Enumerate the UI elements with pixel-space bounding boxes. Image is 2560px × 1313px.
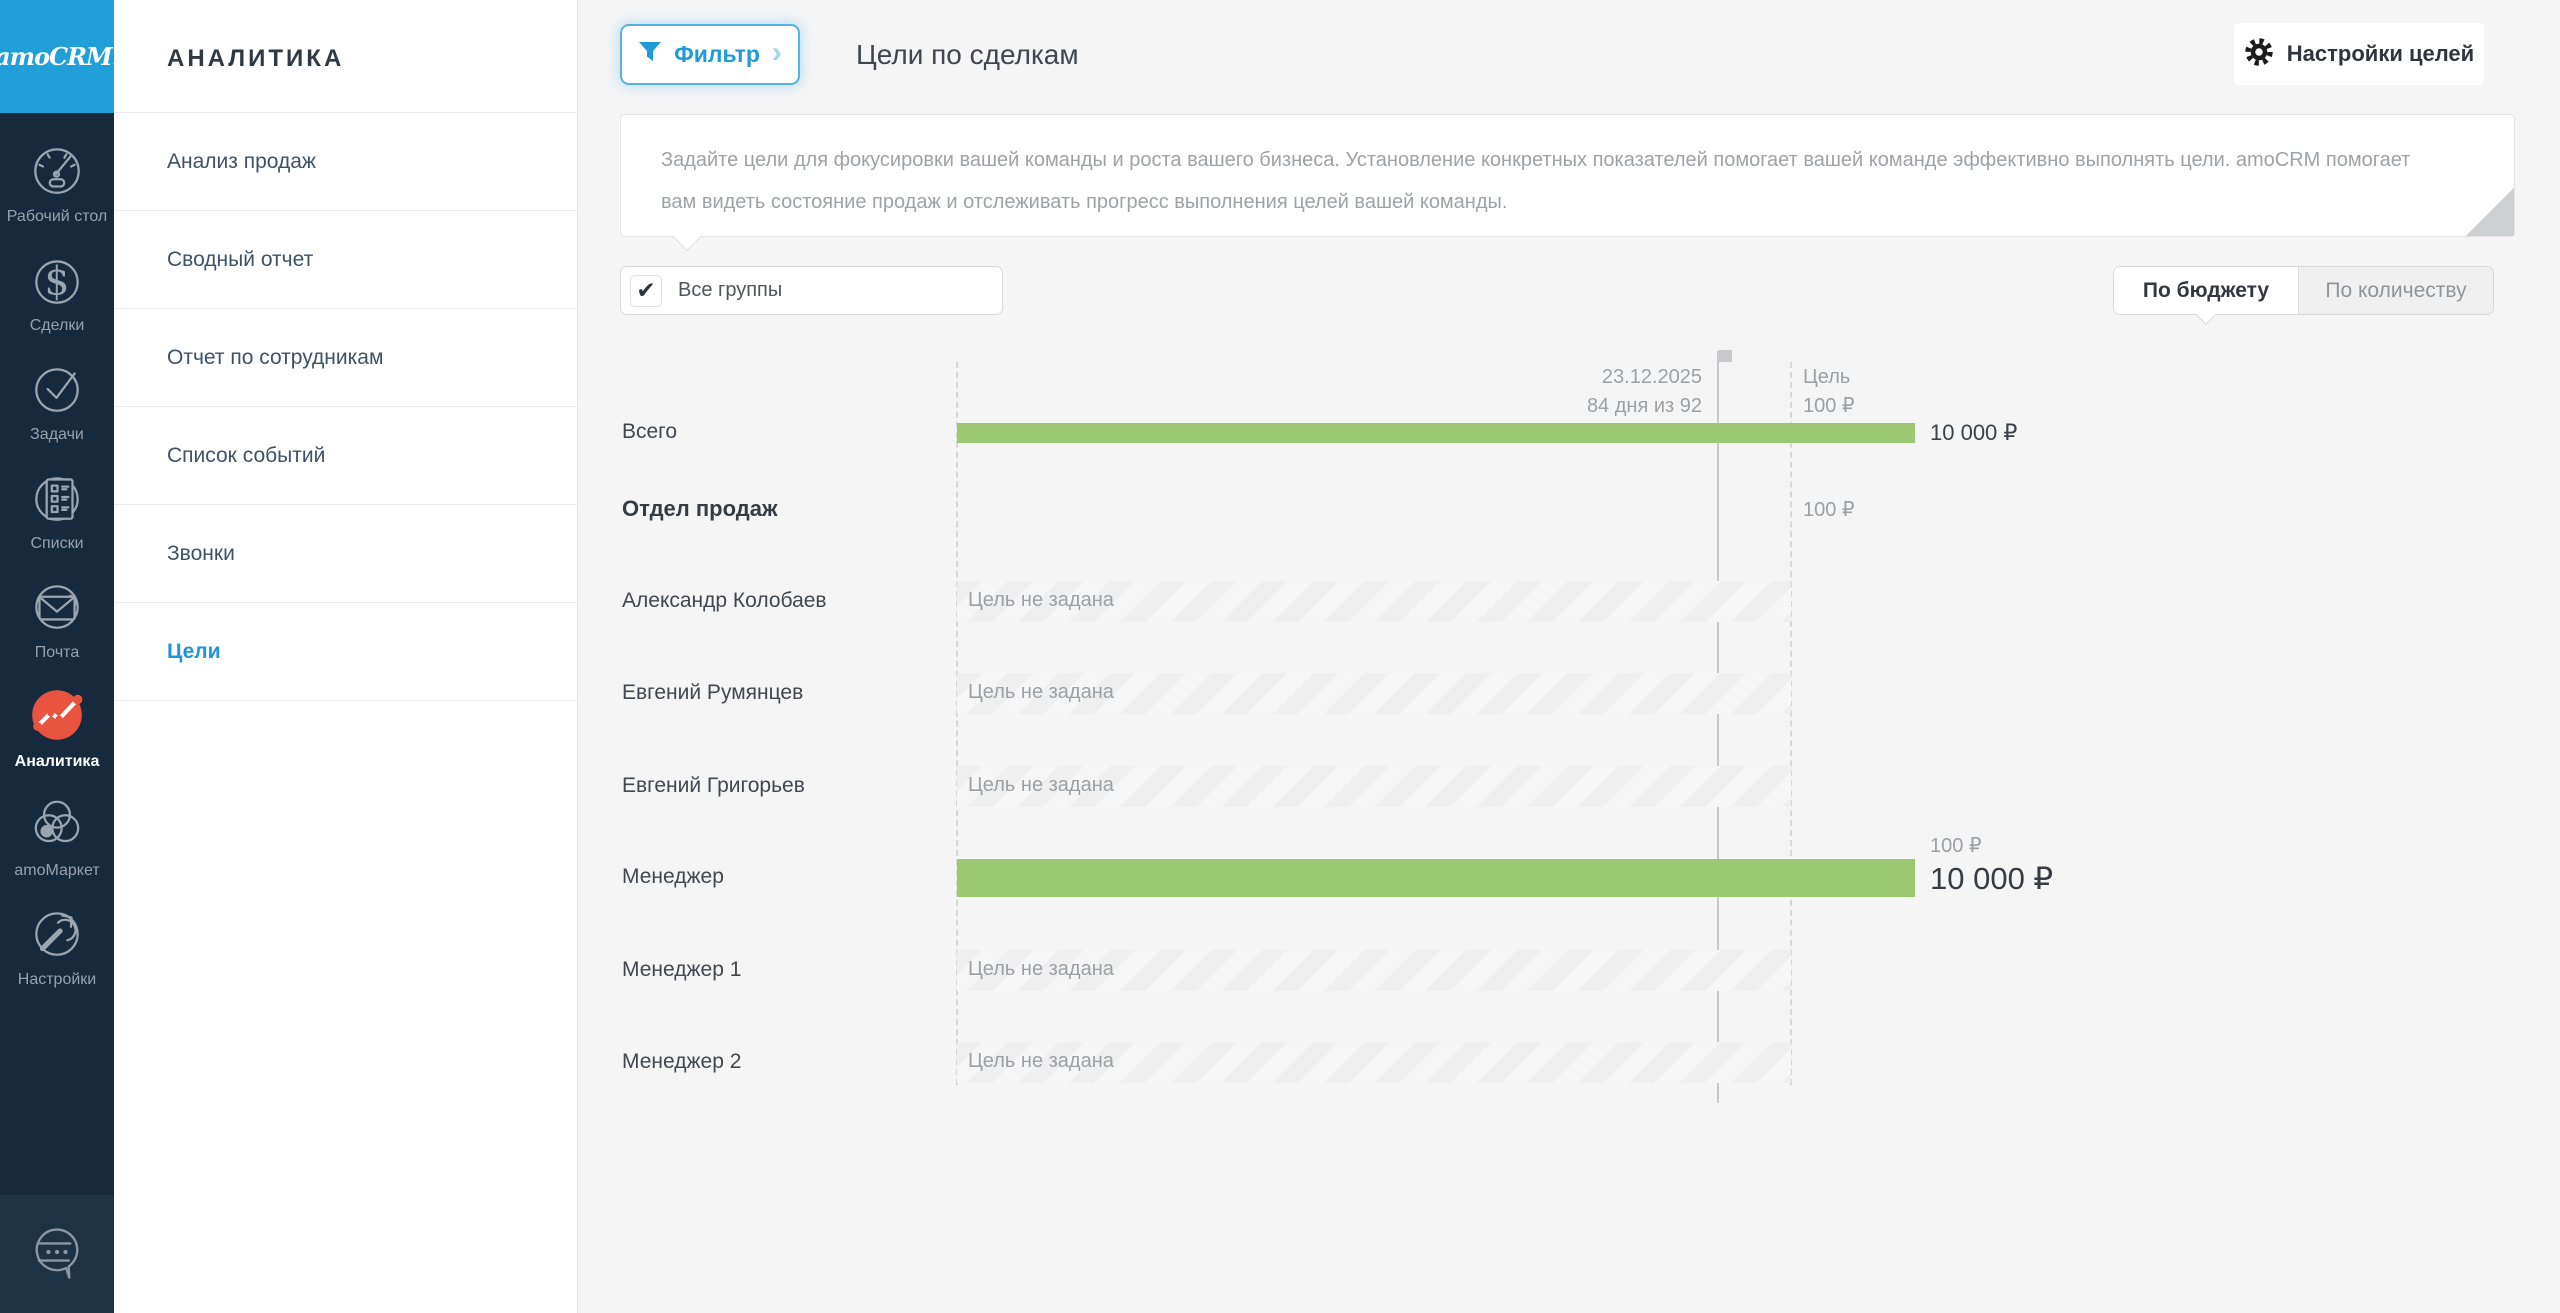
dashboard-icon: [26, 139, 88, 201]
goals-info-box: Задайте цели для фокусировки вашей коман…: [620, 114, 2515, 252]
today-marker-labels: 23.12.2025 84 дня из 92: [1452, 363, 1702, 421]
nav-item-deals[interactable]: $ Сделки: [0, 248, 114, 335]
no-goal-placeholder: Цель не задана: [968, 774, 1114, 796]
nav-item-lists[interactable]: Списки: [0, 466, 114, 553]
today-date: 23.12.2025: [1601, 366, 1702, 388]
analytics-submenu: АНАЛИТИКА Анализ продаж Сводный отчет Отче…: [114, 0, 578, 1313]
today-marker-line: [1717, 351, 1719, 1103]
goal-line-title: Цель: [1803, 366, 1851, 388]
chevron-right-icon: ›: [771, 35, 782, 69]
groups-checkbox[interactable]: ✔: [630, 274, 662, 307]
chart-row-name: Всего: [622, 420, 678, 443]
nav-item-label: Почта: [34, 644, 80, 661]
goal-settings-button[interactable]: Настройки целей: [2234, 23, 2484, 85]
chart-row-name: Евгений Григорьев: [622, 774, 805, 797]
nav-item-label: amoМаркет: [14, 862, 100, 879]
settings-icon: [26, 902, 88, 964]
no-goal-placeholder: Цель не задана: [968, 589, 1114, 611]
no-goal-bar[interactable]: [957, 581, 1791, 622]
filter-label: Фильтр: [674, 41, 760, 67]
goals-info-text: Задайте цели для фокусировки вашей коман…: [661, 149, 2411, 213]
nav-item-label: Аналитика: [14, 753, 100, 770]
sidebar-item-1[interactable]: Анализ продаж: [114, 113, 577, 211]
filter-button[interactable]: Фильтр ›: [620, 24, 800, 85]
total-value-label: 10 000 ₽: [1930, 420, 2018, 445]
tasks-icon: [26, 357, 88, 419]
chart-row-name: Отдел продаж: [622, 496, 778, 521]
filter-funnel-icon: [638, 41, 662, 68]
group-goal-label: 100 ₽: [1803, 499, 1855, 521]
main-content: Фильтр › Цели по сделкам Настройки целей…: [578, 0, 2560, 1313]
groups-filter-label: Все группы: [678, 279, 783, 301]
no-goal-placeholder: Цель не задана: [968, 958, 1114, 980]
groups-filter-select[interactable]: ✔ Все группы: [620, 266, 1003, 315]
sidebar-item-2[interactable]: Сводный отчет: [114, 211, 577, 309]
total-progress-bar: [957, 423, 1915, 443]
toggle-by-budget[interactable]: По бюджету: [2114, 267, 2298, 326]
nav-item-dashboard[interactable]: Рабочий стол: [0, 139, 114, 226]
goals-chart: 23.12.2025 84 дня из 92 Цель 100 ₽ Всего…: [578, 0, 2560, 1313]
today-progress: 84 дня из 92: [1586, 395, 1702, 417]
nav-item-tasks[interactable]: Задачи: [0, 357, 114, 444]
nav-item-market[interactable]: amoМаркет: [0, 793, 114, 880]
chart-row-name: Александр Колобаев: [622, 589, 827, 612]
nav-item-settings[interactable]: Настройки: [0, 902, 114, 989]
no-goal-placeholder: Цель не задана: [968, 681, 1114, 703]
person-value-label: 10 000 ₽: [1930, 861, 2054, 896]
analytics-icon: [26, 684, 88, 746]
goal-line-labels: Цель 100 ₽: [1803, 363, 1855, 421]
nav-item-label: Списки: [30, 535, 84, 552]
sidebar-item-4[interactable]: Список событий: [114, 407, 577, 505]
toggle-by-quantity[interactable]: По количеству: [2298, 267, 2493, 314]
sidebar-item-6[interactable]: Цели: [114, 603, 577, 701]
person-progress-bar: [957, 859, 1915, 897]
page-title: Цели по сделкам: [856, 39, 1079, 70]
today-flag-icon: [1719, 350, 1732, 362]
nav-item-label: Задачи: [30, 426, 84, 443]
sidebar-item-3[interactable]: Отчет по сотрудникам: [114, 309, 577, 407]
chart-row-name: Менеджер 2: [622, 1050, 742, 1073]
mode-toggle: По бюджету По количеству: [2113, 266, 2494, 326]
chat-icon: [25, 1220, 89, 1289]
no-goal-placeholder: Цель не задана: [968, 1050, 1114, 1072]
goal-settings-label: Настройки целей: [2286, 41, 2475, 66]
nav-item-label: Настройки: [17, 971, 97, 988]
deals-icon: $: [26, 248, 88, 310]
chart-row-name: Менеджер: [622, 865, 724, 888]
nav-item-analytics[interactable]: Аналитика: [0, 684, 114, 771]
person-goal-label: 100 ₽: [1930, 835, 1982, 857]
mail-icon: [26, 575, 88, 637]
submenu-title: АНАЛИТИКА: [114, 0, 577, 113]
sidebar-item-5[interactable]: Звонки: [114, 505, 577, 603]
chat-button[interactable]: [0, 1195, 114, 1313]
goal-line: [1790, 362, 1792, 1085]
chart-row-name: Менеджер 1: [622, 958, 742, 981]
lists-icon: [26, 466, 88, 528]
chart-row-name: Евгений Румянцев: [622, 681, 804, 704]
no-goal-bar[interactable]: [957, 673, 1791, 714]
nav-item-label: Сделки: [29, 317, 85, 334]
svg-text:$: $: [45, 260, 70, 305]
nav-item-label: Рабочий стол: [6, 208, 108, 225]
nav-item-mail[interactable]: Почта: [0, 575, 114, 662]
no-goal-bar[interactable]: [957, 766, 1791, 807]
goal-line-value: 100 ₽: [1803, 395, 1855, 417]
nav-rail: amoCRM. Рабочий стол $ Сделки Задачи Списки П…: [0, 0, 120, 1313]
market-icon: [26, 793, 88, 855]
no-goal-bar[interactable]: [957, 1042, 1791, 1083]
folded-corner: [2466, 188, 2514, 236]
no-goal-bar[interactable]: [957, 950, 1791, 991]
chart-start-line: [956, 362, 958, 1085]
amocrm-logo[interactable]: amoCRM.: [0, 0, 120, 113]
gear-icon: [2244, 37, 2274, 72]
